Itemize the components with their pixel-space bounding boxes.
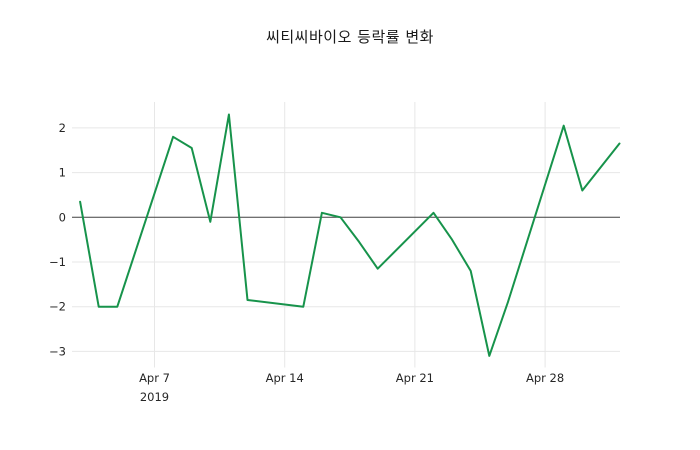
y-axis-tick-labels: 2 1 0 −1 −2 −3 [49,121,66,359]
y-tick-label: 0 [59,210,66,224]
price-change-line-series [79,113,621,357]
vertical-gridlines [154,102,546,368]
y-tick-label: 2 [59,121,66,135]
x-tick-label: Apr 14 [266,371,304,385]
y-tick-label: −1 [49,255,66,269]
x-tick-label: Apr 28 [526,371,564,385]
y-tick-label: −2 [49,300,66,314]
chart-title: 씨티씨바이오 등락률 변화 [266,28,434,46]
y-tick-label: −3 [49,344,66,358]
series-polyline [79,113,621,357]
horizontal-gridlines [72,127,620,352]
x-tick-label: Apr 21 [396,371,434,385]
y-tick-label: 1 [59,166,66,180]
x-tick-label: Apr 7 [139,371,170,385]
x-tick-year-label: 2019 [140,390,169,404]
x-axis-tick-labels: Apr 7 2019 Apr 14 Apr 21 Apr 28 [139,371,564,404]
